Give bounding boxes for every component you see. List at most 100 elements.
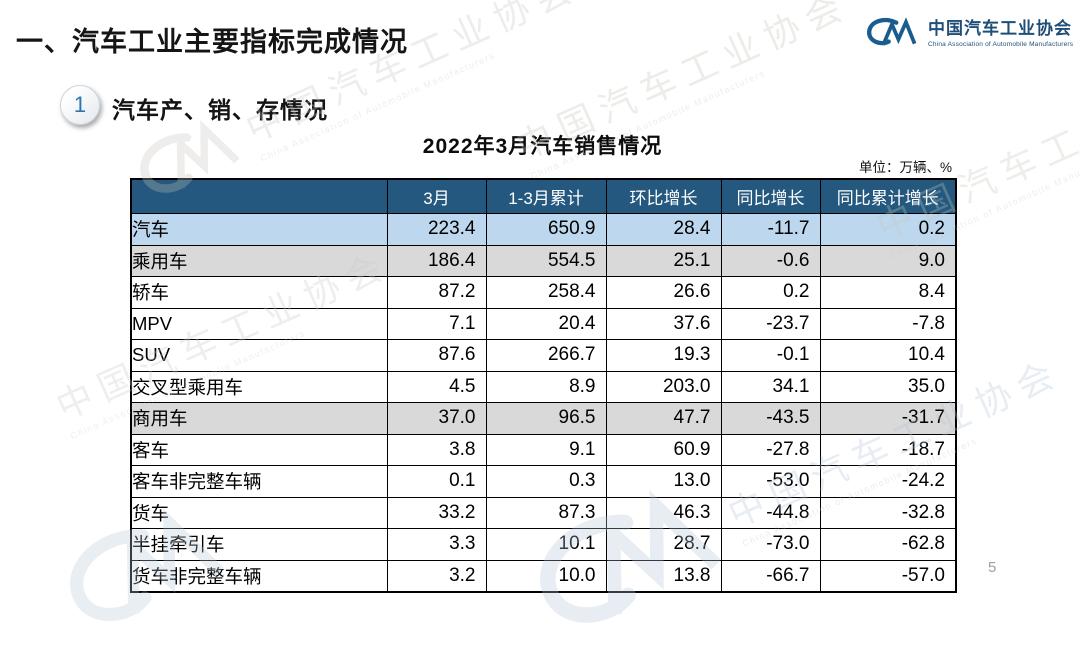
cell-value: 26.6 xyxy=(605,276,722,309)
cell-value: 266.7 xyxy=(485,339,607,372)
cell-value: -66.7 xyxy=(720,559,821,593)
cell-value: 0.2 xyxy=(720,276,821,309)
table-row: 客车 3.8 9.1 60.9 -27.8 -18.7 xyxy=(130,433,957,466)
cell-value: 87.6 xyxy=(386,339,487,372)
table-title: 2022年3月汽车销售情况 xyxy=(422,135,663,158)
row-label: SUV xyxy=(130,339,388,372)
cell-value: -23.7 xyxy=(720,307,821,340)
table-header-row: 3月 1-3月累计 环比增长 同比增长 同比累计增长 xyxy=(130,178,957,214)
cell-value: 3.3 xyxy=(386,528,487,561)
cell-value: 28.7 xyxy=(605,528,722,561)
table-row: 商用车 37.0 96.5 47.7 -43.5 -31.7 xyxy=(130,402,957,435)
cell-value: 223.4 xyxy=(386,213,487,246)
row-label: 轿车 xyxy=(130,276,388,309)
cell-value: 87.3 xyxy=(485,496,607,529)
cell-value: 10.0 xyxy=(485,559,607,593)
cell-value: -24.2 xyxy=(819,465,957,498)
row-label: 货车 xyxy=(130,496,388,529)
caam-logo-mark-icon xyxy=(866,14,920,54)
row-label: 乘用车 xyxy=(130,244,388,277)
cell-value: 96.5 xyxy=(485,402,607,435)
table-row: 交叉型乘用车 4.5 8.9 203.0 34.1 35.0 xyxy=(130,370,957,403)
cell-value: -18.7 xyxy=(819,433,957,466)
row-label: 客车非完整车辆 xyxy=(130,465,388,498)
cell-value: 203.0 xyxy=(605,370,722,403)
cell-value: -73.0 xyxy=(720,528,821,561)
row-label: 客车 xyxy=(130,433,388,466)
cell-value: 258.4 xyxy=(485,276,607,309)
cell-value: 650.9 xyxy=(485,213,607,246)
cell-value: 37.0 xyxy=(386,402,487,435)
sales-table: 3月 1-3月累计 环比增长 同比增长 同比累计增长 汽车 223.4 650.9 28.4-… xyxy=(130,178,957,593)
cell-value: -53.0 xyxy=(720,465,821,498)
table-row: 轿车 87.2 258.4 26.6 0.2 8.4 xyxy=(130,276,957,309)
cell-value: 9.1 xyxy=(485,433,607,466)
cell-value: -57.0 xyxy=(819,559,957,593)
cell-value: 8.4 xyxy=(819,276,957,309)
cell-value: 20.4 xyxy=(485,307,607,340)
org-name-en: China Association of Automobile Manufact… xyxy=(928,40,1074,48)
table-row: 汽车 223.4 650.9 28.4 -11.7 0.2 xyxy=(130,213,957,246)
cell-value: -31.7 xyxy=(819,402,957,435)
cell-value: 87.2 xyxy=(386,276,487,309)
cell-value: 47.7 xyxy=(605,402,722,435)
row-label: 半挂牵引车 xyxy=(130,528,388,561)
cell-value: 4.5 xyxy=(386,370,487,403)
column-header: 同比增长 xyxy=(720,178,821,214)
cell-value: 0.3 xyxy=(485,465,607,498)
cell-value: 10.4 xyxy=(819,339,957,372)
cell-value: -32.8 xyxy=(819,496,957,529)
cell-value: -11.7 xyxy=(720,213,821,246)
cell-value: -0.1 xyxy=(720,339,821,372)
row-label: 汽车 xyxy=(130,213,388,246)
cell-value: -27.8 xyxy=(720,433,821,466)
cell-value: 28.4 xyxy=(605,213,722,246)
table-row: 货车 33.2 87.3 46.3 -44.8 -32.8 xyxy=(130,496,957,529)
cell-value: 10.1 xyxy=(485,528,607,561)
table-row: 乘用车 186.4 554.5 25.1 -0.6 9.0 xyxy=(130,244,957,277)
section-number-badge: 1 xyxy=(60,85,100,125)
row-label: 货车非完整车辆 xyxy=(130,559,388,593)
cell-value: -43.5 xyxy=(720,402,821,435)
cell-value: 3.2 xyxy=(386,559,487,593)
cell-value: 186.4 xyxy=(386,244,487,277)
cell-value: 25.1 xyxy=(605,244,722,277)
row-label: 商用车 xyxy=(130,402,388,435)
row-label: MPV xyxy=(130,307,388,340)
column-header: 环比增长 xyxy=(605,178,722,214)
cell-value: 34.1 xyxy=(720,370,821,403)
table-row: 客车非完整车辆 0.1 0.3 13.0 -53.0 -24.2 xyxy=(130,465,957,498)
caam-logo: 中国汽车工业协会 China Association of Automobile… xyxy=(866,14,1073,54)
column-header: 同比累计增长 xyxy=(819,178,957,214)
cell-value: 8.9 xyxy=(485,370,607,403)
cell-value: 554.5 xyxy=(485,244,607,277)
cell-value: 3.8 xyxy=(386,433,487,466)
cell-value: 37.6 xyxy=(605,307,722,340)
table-row: SUV 87.6 266.7 19.3 -0.1 10.4 xyxy=(130,339,957,372)
cell-value: -44.8 xyxy=(720,496,821,529)
cell-value: 0.1 xyxy=(386,465,487,498)
table-row: 货车非完整车辆 3.2 10.0 13.8 -66.7 -57.0 xyxy=(130,559,957,593)
cell-value: 19.3 xyxy=(605,339,722,372)
table-row: 半挂牵引车 3.3 10.1 28.7 -73.0 -62.8 xyxy=(130,528,957,561)
column-header: 1-3月累计 xyxy=(485,178,607,214)
cell-value: 60.9 xyxy=(605,433,722,466)
cell-value: 9.0 xyxy=(819,244,957,277)
cell-value: 35.0 xyxy=(819,370,957,403)
cell-value: 0.2 xyxy=(819,213,957,246)
table-row: MPV 7.1 20.4 37.6 -23.7 -7.8 xyxy=(130,307,957,340)
row-label: 交叉型乘用车 xyxy=(130,370,388,403)
page-number: 5 xyxy=(988,559,997,576)
table-body: 汽车 223.4 650.9 28.4 -11.7 0.2 乘用车 186.4 554.5 25.… xyxy=(130,213,957,593)
org-name-cn: 中国汽车工业协会 xyxy=(928,19,1072,39)
unit-note: 单位：万辆、% xyxy=(858,160,952,175)
cell-value: 33.2 xyxy=(386,496,487,529)
cell-value: 46.3 xyxy=(605,496,722,529)
cell-value: -62.8 xyxy=(819,528,957,561)
page-title: 一、汽车工业主要指标完成情况 xyxy=(16,27,408,57)
column-header-category xyxy=(130,178,388,214)
column-header: 3月 xyxy=(386,178,487,214)
cell-value: 13.8 xyxy=(605,559,722,593)
cell-value: -0.6 xyxy=(720,244,821,277)
cell-value: 7.1 xyxy=(386,307,487,340)
